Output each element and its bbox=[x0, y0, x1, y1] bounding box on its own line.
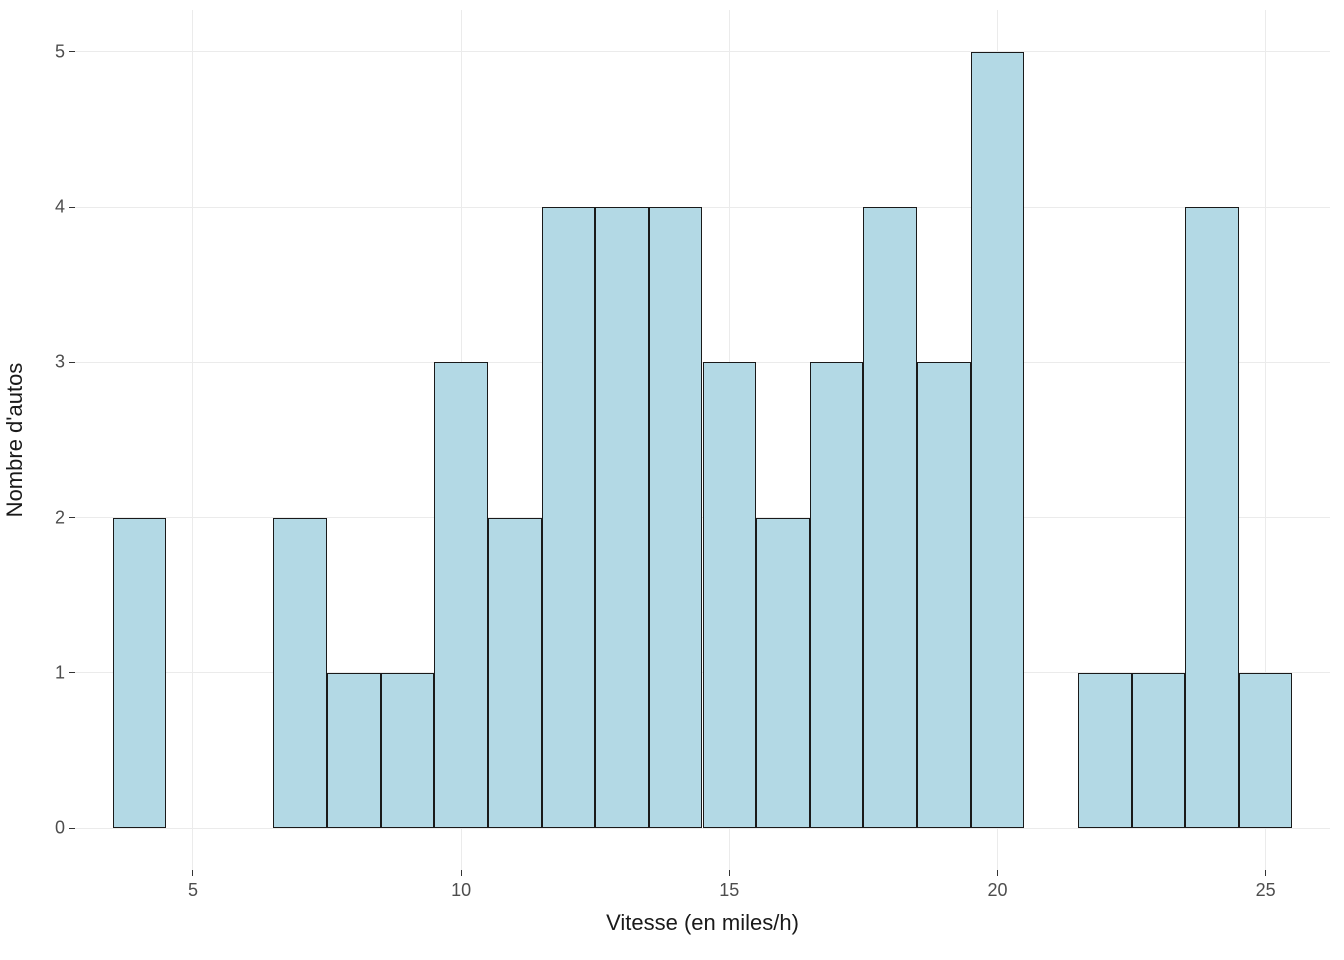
y-tick-mark bbox=[69, 362, 75, 363]
y-tick-label: 3 bbox=[55, 352, 65, 373]
histogram-bar bbox=[917, 362, 971, 828]
histogram-bar bbox=[434, 362, 488, 828]
x-tick-mark bbox=[729, 870, 730, 876]
grid-line-horizontal bbox=[75, 207, 1330, 208]
x-tick-mark bbox=[461, 870, 462, 876]
x-tick-mark bbox=[1265, 870, 1266, 876]
histogram-bar bbox=[273, 518, 327, 828]
histogram-bar bbox=[703, 362, 757, 828]
histogram-bar bbox=[1132, 673, 1186, 828]
y-tick-label: 1 bbox=[55, 662, 65, 683]
y-tick-label: 0 bbox=[55, 818, 65, 839]
y-axis-title: Nombre d'autos bbox=[2, 363, 28, 518]
y-tick-mark bbox=[69, 828, 75, 829]
histogram-bar bbox=[756, 518, 810, 828]
histogram-bar bbox=[1185, 207, 1239, 828]
histogram-bar bbox=[542, 207, 596, 828]
x-tick-mark bbox=[997, 870, 998, 876]
x-tick-label: 25 bbox=[1256, 880, 1276, 901]
x-tick-label: 10 bbox=[451, 880, 471, 901]
y-tick-mark bbox=[69, 672, 75, 673]
y-tick-mark bbox=[69, 207, 75, 208]
histogram-bar bbox=[1239, 673, 1293, 828]
y-tick-mark bbox=[69, 51, 75, 52]
histogram-bar bbox=[381, 673, 435, 828]
histogram-bar bbox=[488, 518, 542, 828]
x-tick-label: 15 bbox=[719, 880, 739, 901]
histogram-bar bbox=[649, 207, 703, 828]
histogram-bar bbox=[327, 673, 381, 828]
grid-line-vertical bbox=[192, 10, 193, 870]
y-tick-label: 5 bbox=[55, 41, 65, 62]
histogram-bar bbox=[971, 52, 1025, 828]
histogram-bar bbox=[810, 362, 864, 828]
histogram-bar bbox=[113, 518, 167, 828]
y-tick-label: 4 bbox=[55, 197, 65, 218]
x-tick-label: 5 bbox=[188, 880, 198, 901]
y-tick-label: 2 bbox=[55, 507, 65, 528]
x-tick-label: 20 bbox=[987, 880, 1007, 901]
y-tick-mark bbox=[69, 517, 75, 518]
x-axis-title: Vitesse (en miles/h) bbox=[606, 910, 799, 936]
histogram-bar bbox=[1078, 673, 1132, 828]
histogram-bar bbox=[595, 207, 649, 828]
grid-line-horizontal bbox=[75, 51, 1330, 52]
x-tick-mark bbox=[192, 870, 193, 876]
histogram-chart: 5 10 15 20 25 0 1 2 3 4 5 Vitesse (en miles/h) Nom… bbox=[0, 0, 1344, 960]
histogram-bar bbox=[863, 207, 917, 828]
